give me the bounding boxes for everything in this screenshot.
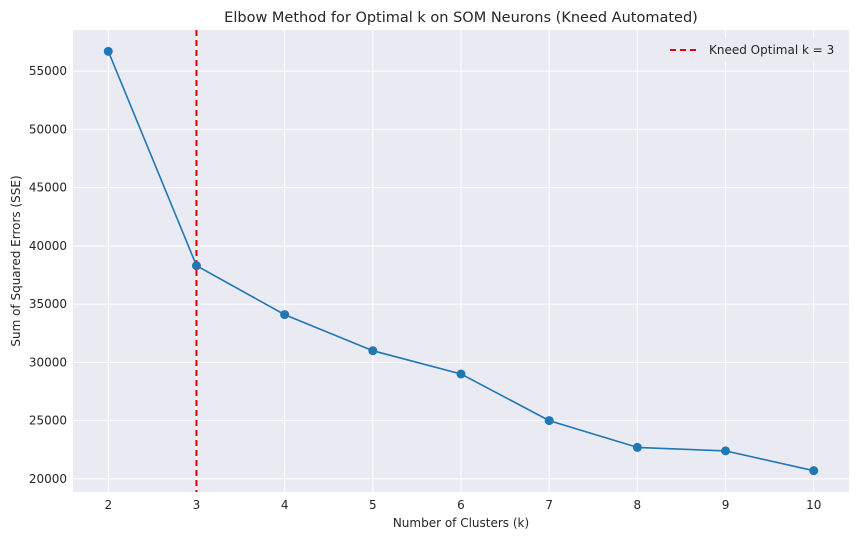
y-tick-label: 25000 <box>29 414 67 428</box>
y-tick-label: 45000 <box>29 181 67 195</box>
data-point <box>103 46 113 56</box>
data-point <box>721 446 731 456</box>
data-point <box>280 310 290 320</box>
x-tick-label: 3 <box>193 498 201 512</box>
legend-box <box>662 38 842 62</box>
x-tick-label: 2 <box>104 498 112 512</box>
data-point <box>191 261 201 271</box>
data-point <box>544 416 554 426</box>
x-tick-label: 6 <box>457 498 465 512</box>
y-tick-label: 20000 <box>29 472 67 486</box>
x-tick-label: 7 <box>545 498 553 512</box>
y-tick-label: 30000 <box>29 355 67 369</box>
chart-title: Elbow Method for Optimal k on SOM Neuron… <box>224 10 698 26</box>
x-tick-labels: 2 3 4 5 6 7 8 9 10 <box>104 498 821 512</box>
y-tick-label: 55000 <box>29 64 67 78</box>
y-tick-label: 40000 <box>29 239 67 253</box>
x-tick-label: 9 <box>722 498 730 512</box>
x-tick-label: 8 <box>634 498 642 512</box>
y-tick-label: 35000 <box>29 297 67 311</box>
x-tick-label: 10 <box>806 498 821 512</box>
x-tick-label: 5 <box>369 498 377 512</box>
x-axis-label: Number of Clusters (k) <box>393 516 529 530</box>
legend: Kneed Optimal k = 3 <box>662 38 842 62</box>
data-point <box>632 442 642 452</box>
x-tick-label: 4 <box>281 498 289 512</box>
data-point <box>368 346 378 356</box>
data-point <box>809 466 819 476</box>
legend-label: Kneed Optimal k = 3 <box>709 43 834 57</box>
y-axis-label: Sum of Squared Errors (SSE) <box>9 175 23 346</box>
y-tick-labels: 20000 25000 30000 35000 40000 45000 50000 55000 <box>29 64 67 486</box>
data-points <box>103 46 819 476</box>
y-tick-label: 50000 <box>29 122 67 136</box>
grid <box>73 30 849 492</box>
data-point <box>456 369 466 379</box>
